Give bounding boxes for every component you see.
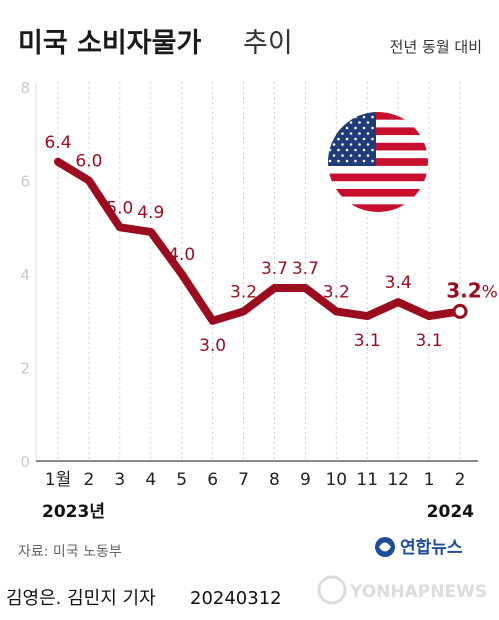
yonhap-logo: 연합뉴스 xyxy=(375,537,463,558)
y-tick-label: 2 xyxy=(20,360,30,378)
x-tick-label: 6 xyxy=(207,470,218,490)
data-labels: 6.46.05.0 4.94.03.03.23.7 3.73.23.13.43.13… xyxy=(44,133,497,356)
watermark-text: YONHAPNEWS xyxy=(349,582,487,602)
data-label: 3.2 xyxy=(323,282,350,302)
x-tick-label: 3 xyxy=(114,470,125,490)
data-label-unit: % xyxy=(482,282,498,302)
x-tick-label: 2 xyxy=(455,470,466,490)
grid-lines xyxy=(35,82,478,462)
data-label: 3.0 xyxy=(199,336,226,356)
x-tick-label: 1월 xyxy=(45,470,71,490)
chart-subtitle: 전년 동월 대비 xyxy=(390,38,482,56)
data-label: 6.4 xyxy=(44,133,71,153)
year-label-2023: 2023년 xyxy=(42,502,105,522)
y-tick-label: 4 xyxy=(20,266,30,284)
x-tick-label: 7 xyxy=(238,470,249,490)
x-tick-label: 8 xyxy=(269,470,280,490)
yonhap-watermark: YONHAPNEWS xyxy=(317,575,487,605)
y-tick-label: 8 xyxy=(20,79,30,97)
x-tick-label: 1 xyxy=(424,470,435,490)
y-axis-ticks: 0 2 4 6 8 xyxy=(20,79,30,471)
source-note: 자료: 미국 노동부 xyxy=(18,544,122,560)
data-points xyxy=(452,303,468,319)
x-tick-label: 10 xyxy=(325,470,347,490)
data-label-latest: 3.2% xyxy=(446,278,498,302)
logo-text: 연합뉴스 xyxy=(400,537,463,558)
credit-date: 20240312 xyxy=(190,588,282,609)
chart-title: 미국 소비자물가 xyxy=(18,28,201,59)
y-tick-label: 0 xyxy=(20,453,30,471)
data-label: 3.1 xyxy=(416,331,443,351)
x-tick-label: 12 xyxy=(387,470,409,490)
x-tick-label: 5 xyxy=(176,470,187,490)
y-tick-label: 6 xyxy=(20,173,30,191)
chart-title-suffix: 추이 xyxy=(243,28,293,59)
x-tick-label: 2 xyxy=(84,470,95,490)
data-label: 4.0 xyxy=(168,245,195,265)
x-axis-ticks: 1월 2 3 4 5 6 7 8 9 10 11 12 1 2 xyxy=(45,470,466,490)
data-label: 6.0 xyxy=(75,152,102,172)
last-data-point xyxy=(452,303,468,319)
data-label: 3.1 xyxy=(354,331,381,351)
credit-reporters: 김영은. 김민지 기자 xyxy=(6,588,156,609)
data-label: 3.7 xyxy=(292,259,319,279)
x-tick-label: 11 xyxy=(356,470,378,490)
data-label: 4.9 xyxy=(137,203,164,223)
x-tick-label: 9 xyxy=(300,470,311,490)
series-line xyxy=(54,157,464,325)
data-label: 3.2 xyxy=(230,282,257,302)
data-label: 3.4 xyxy=(385,273,412,293)
data-label: 5.0 xyxy=(106,198,133,218)
us-flag-icon xyxy=(328,112,428,212)
data-label: 3.7 xyxy=(261,259,288,279)
year-label-2024: 2024 xyxy=(427,502,474,522)
x-tick-label: 4 xyxy=(145,470,156,490)
